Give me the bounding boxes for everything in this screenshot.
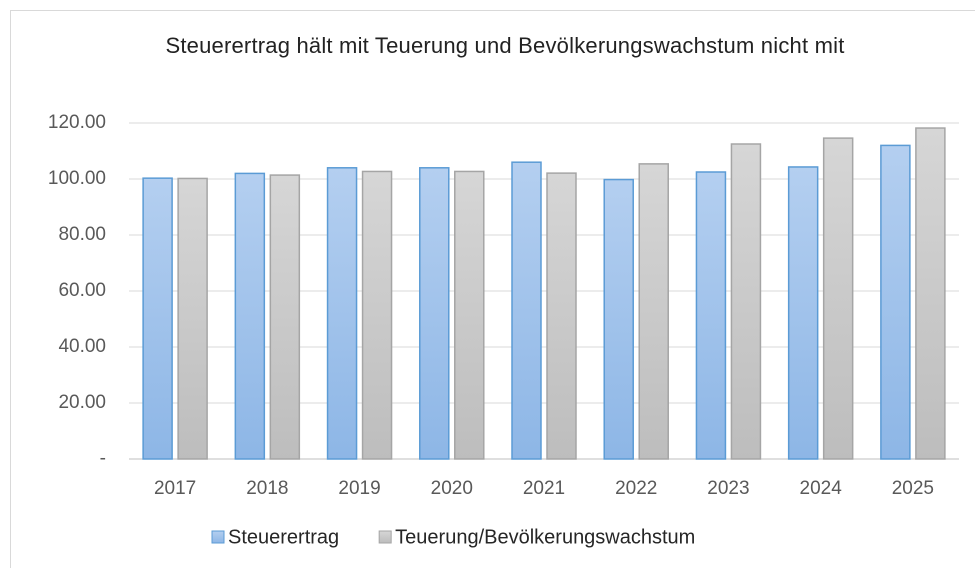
bar <box>419 167 450 460</box>
bar <box>511 161 542 460</box>
bar <box>454 170 485 460</box>
legend-swatch <box>378 530 392 544</box>
x-tick-label: 2024 <box>800 478 843 499</box>
x-tick-label: 2018 <box>246 478 288 499</box>
legend-label: Steuerertrag <box>228 526 339 548</box>
x-tick-label: 2025 <box>892 478 934 499</box>
bar <box>638 163 669 460</box>
y-tick-label: 80.00 <box>58 224 106 245</box>
bar <box>269 174 301 460</box>
legend-label: Teuerung/Bevölkerungswachstum <box>395 526 695 548</box>
x-tick-label: 2021 <box>523 478 565 499</box>
bar <box>177 177 208 460</box>
bar <box>361 170 393 460</box>
y-tick-label: 20.00 <box>58 392 106 413</box>
x-tick-label: 2020 <box>431 478 473 499</box>
bar <box>787 166 819 460</box>
x-tick-label: 2019 <box>338 478 380 499</box>
bar <box>234 172 266 460</box>
y-tick-label: 120.00 <box>48 112 106 133</box>
bar <box>915 127 946 460</box>
y-tick-label: - <box>100 448 106 469</box>
y-tick-label: 40.00 <box>58 336 106 357</box>
legend-swatch <box>211 530 225 544</box>
bar <box>326 167 358 460</box>
x-tick-label: 2023 <box>707 478 749 499</box>
y-tick-label: 100.00 <box>48 168 106 189</box>
x-tick-label: 2022 <box>615 478 657 499</box>
bar <box>822 137 854 460</box>
chart-border <box>10 10 975 568</box>
x-tick-label: 2017 <box>154 478 196 499</box>
y-tick-label: 60.00 <box>58 280 106 301</box>
bar <box>730 143 762 460</box>
bar <box>546 172 577 460</box>
chart-title: Steuerertrag hält mit Teuerung und Bevöl… <box>165 33 845 58</box>
bar <box>142 177 173 460</box>
bar <box>603 178 634 460</box>
bar <box>880 144 911 460</box>
bar <box>695 171 727 460</box>
